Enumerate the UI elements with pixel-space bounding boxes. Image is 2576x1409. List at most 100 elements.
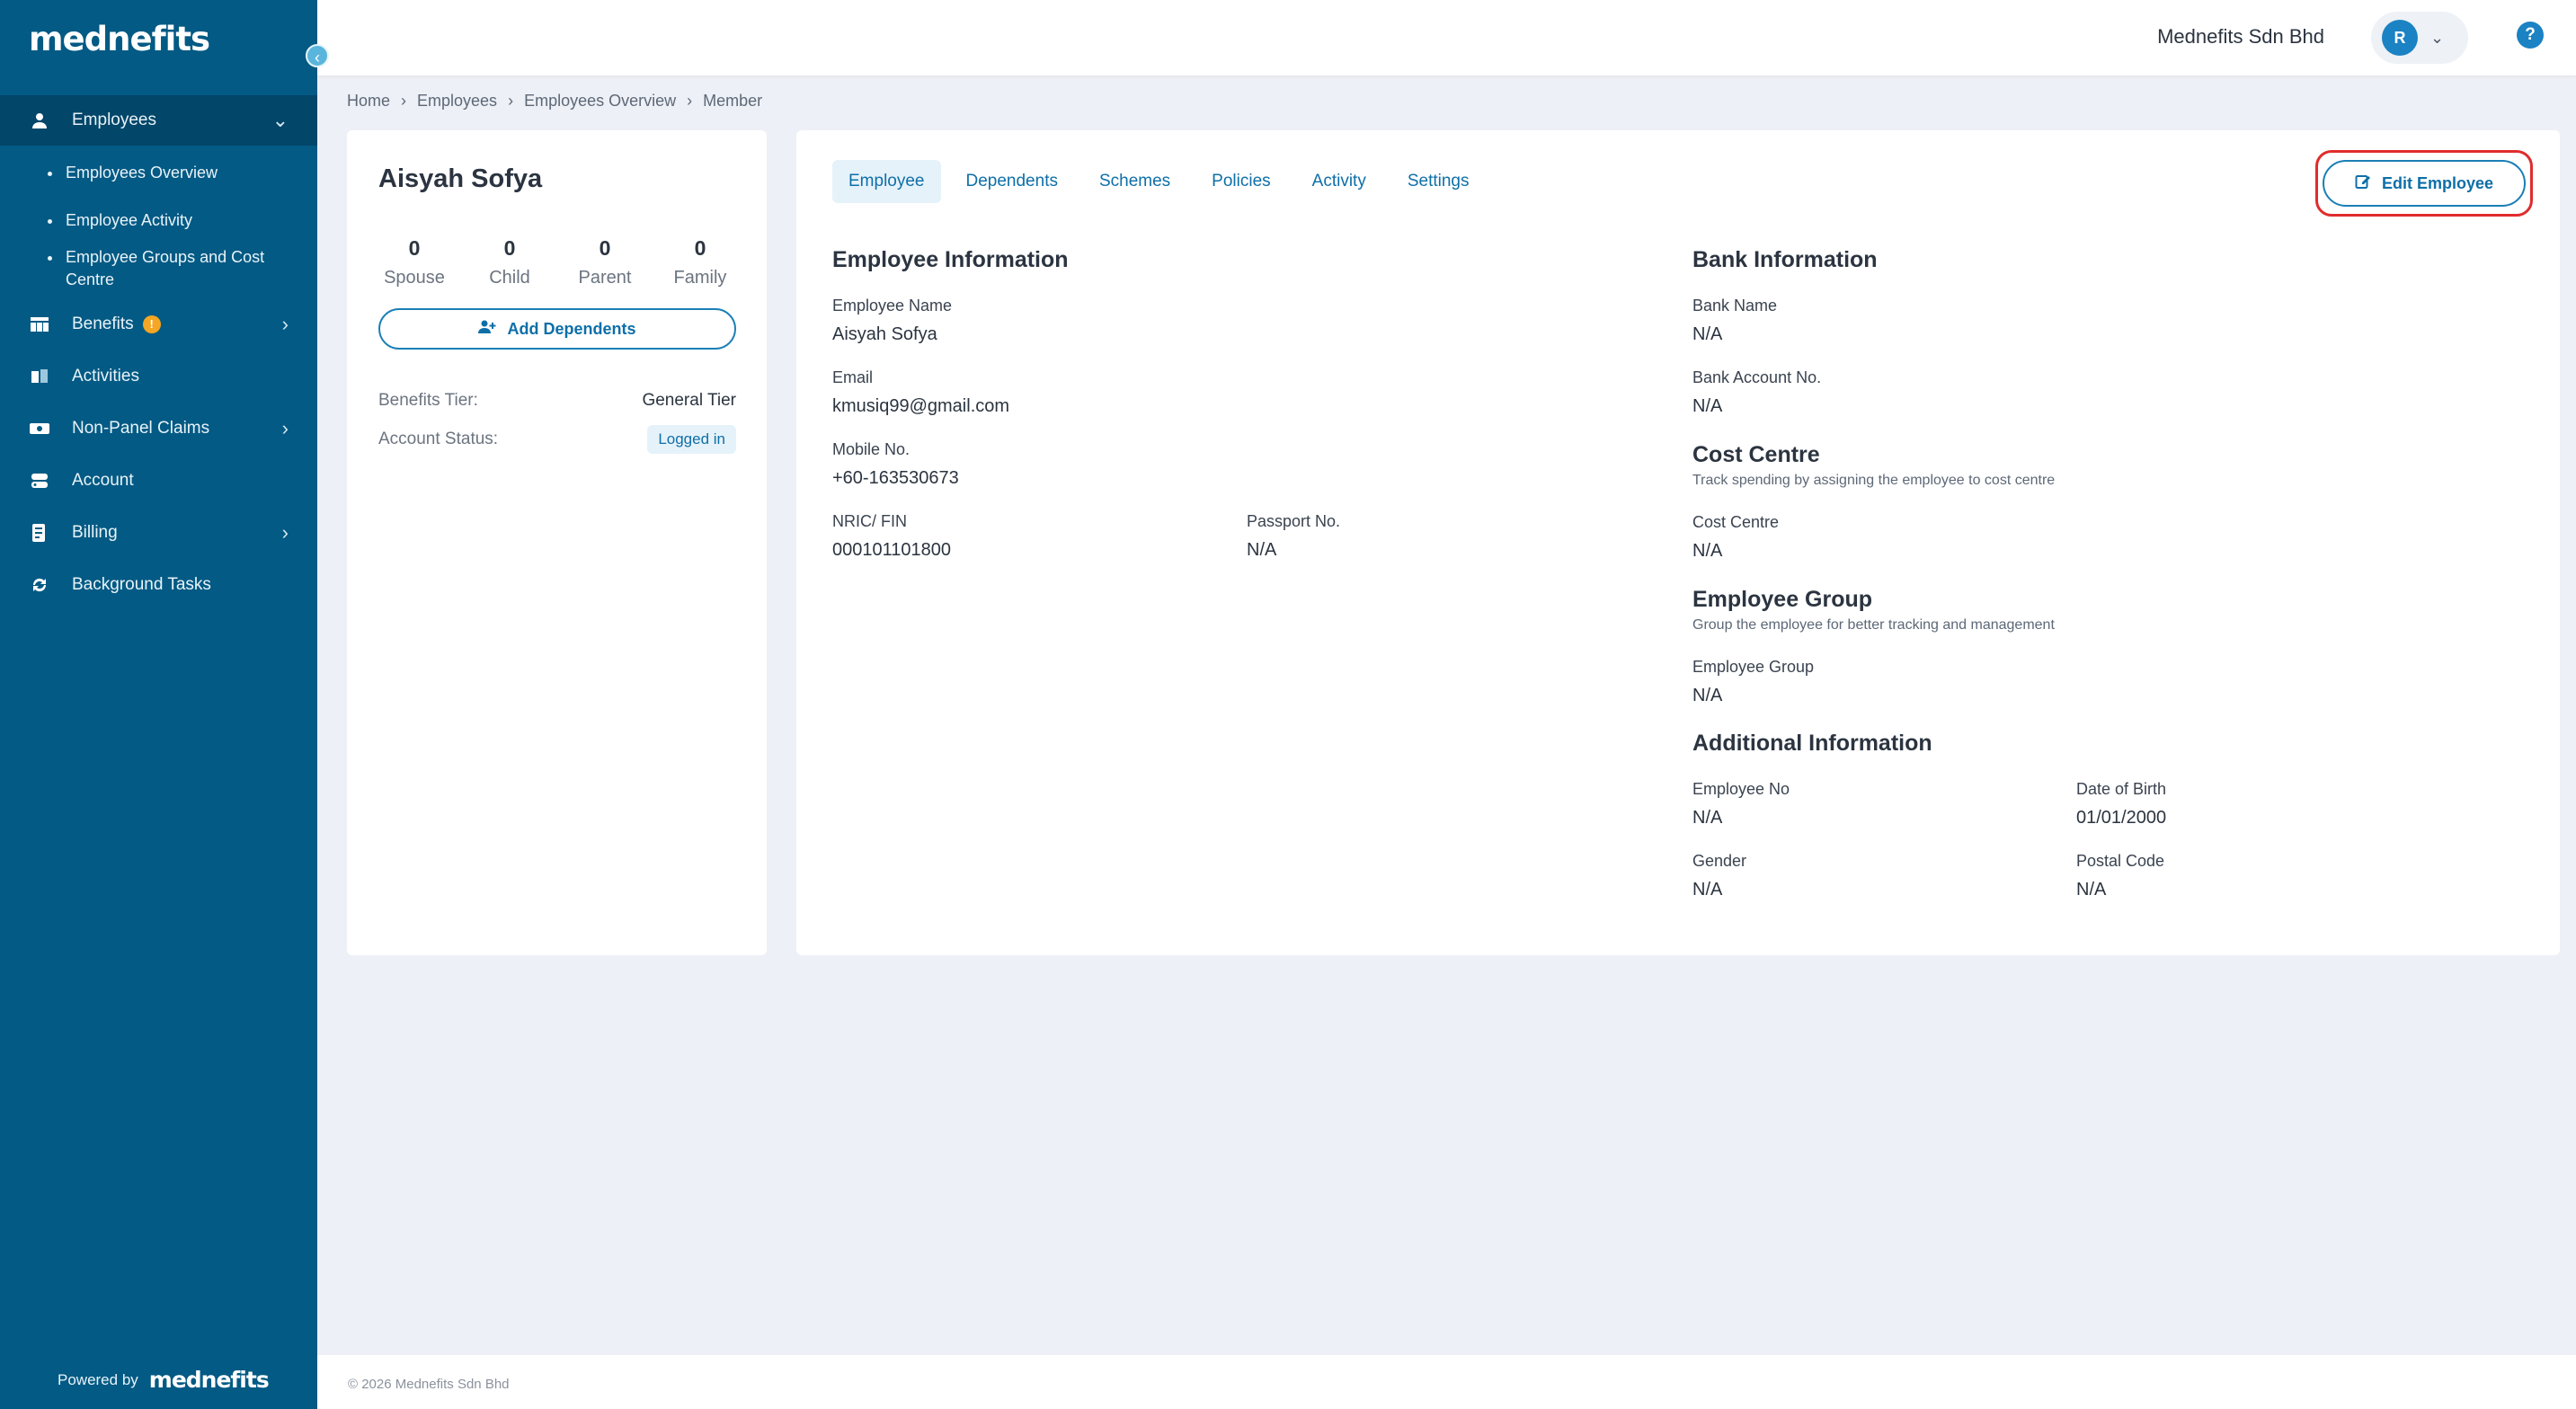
cash-icon <box>29 420 50 438</box>
powered-by-logo: mednefits <box>148 1367 270 1393</box>
mednefits-logo[interactable]: mednefits <box>29 20 210 58</box>
field-value: 01/01/2000 <box>2076 808 2167 828</box>
sidebar-item-background-tasks[interactable]: Background Tasks <box>0 559 317 611</box>
field-value: N/A <box>1692 686 1723 705</box>
field-label: NRIC/ FIN <box>832 512 907 530</box>
count-value: 0 <box>503 236 516 260</box>
field-value: +60-163530673 <box>832 468 959 488</box>
add-dependents-button[interactable]: Add Dependents <box>378 308 736 350</box>
sidebar-item-benefits[interactable]: Benefits ! › <box>0 298 317 350</box>
collapse-sidebar-icon[interactable]: ‹ <box>306 44 329 67</box>
sidebar-subitem-employee-activity[interactable]: Employee Activity <box>0 209 317 232</box>
sidebar-subitem-employees-overview[interactable]: Employees Overview <box>0 162 317 184</box>
breadcrumb-employees[interactable]: Employees <box>417 92 498 110</box>
page-footer: © 2026 Mednefits Sdn Bhd <box>317 1355 2576 1409</box>
field-value: N/A <box>1692 541 1723 561</box>
book-icon <box>29 368 50 385</box>
employee-name-heading: Aisyah Sofya <box>378 164 543 193</box>
field-label: Cost Centre <box>1692 513 1780 531</box>
bank-name-field: Bank Name N/A <box>1692 297 1777 345</box>
sidebar-item-billing[interactable]: Billing › <box>0 507 317 559</box>
avatar: R <box>2382 20 2418 56</box>
date-of-birth-field: Date of Birth 01/01/2000 <box>2076 780 2166 829</box>
tab-settings[interactable]: Settings <box>1407 172 1470 191</box>
sidebar-item-employees[interactable]: Employees ⌄ <box>0 95 317 146</box>
refresh-icon <box>29 576 50 594</box>
field-value: N/A <box>1692 324 1723 344</box>
sidebar-item-account[interactable]: Account <box>0 455 317 507</box>
powered-by: Powered by mednefits <box>58 1367 270 1393</box>
tab-schemes[interactable]: Schemes <box>1098 172 1171 191</box>
status-badge: Logged in <box>647 425 736 454</box>
gender-field: Gender N/A <box>1692 852 1746 900</box>
field-label: Gender <box>1692 852 1747 870</box>
count-label: Spouse <box>384 268 445 288</box>
spouse-count: 0 Spouse <box>378 236 450 288</box>
edit-employee-label: Edit Employee <box>2381 173 2494 192</box>
field-value: kmusiq99@gmail.com <box>832 396 1010 416</box>
tab-employee[interactable]: Employee <box>832 160 941 203</box>
parent-count: 0 Parent <box>569 236 641 288</box>
field-label: Employee No <box>1692 780 1790 798</box>
tab-activity[interactable]: Activity <box>1311 172 1366 191</box>
table-icon <box>29 315 50 333</box>
benefits-tier-label: Benefits Tier: <box>378 391 478 410</box>
cost-centre-title: Cost Centre <box>1692 442 1820 467</box>
help-icon[interactable]: ? <box>2517 22 2544 49</box>
edit-employee-button[interactable]: Edit Employee <box>2323 160 2526 207</box>
cost-centre-field: Cost Centre N/A <box>1692 513 1779 562</box>
postal-code-field: Postal Code N/A <box>2076 852 2164 900</box>
sidebar-subitem-employee-groups[interactable]: Employee Groups and Cost Centre <box>0 246 270 291</box>
sidebar: mednefits ‹ Employees ⌄ Employees Overvi… <box>0 0 329 1409</box>
field-value: N/A <box>1247 540 1277 560</box>
bank-information-title: Bank Information <box>1692 247 1878 272</box>
employee-group-field: Employee Group N/A <box>1692 658 1814 706</box>
count-label: Parent <box>578 268 632 288</box>
breadcrumb-employees-overview[interactable]: Employees Overview <box>524 92 677 110</box>
edit-icon <box>2355 173 2371 194</box>
powered-by-label: Powered by <box>58 1370 138 1388</box>
nric-field: NRIC/ FIN 000101101800 <box>832 512 951 561</box>
chevron-right-icon: › <box>281 313 289 335</box>
warning-badge: ! <box>142 315 161 333</box>
benefits-tier-value: General Tier <box>642 391 736 410</box>
employee-no-field: Employee No N/A <box>1692 780 1790 829</box>
email-field: Email kmusiq99@gmail.com <box>832 368 1009 417</box>
field-label: Bank Account No. <box>1692 368 1822 386</box>
family-count: 0 Family <box>664 236 736 288</box>
field-value: N/A <box>1692 396 1723 416</box>
company-name: Mednefits Sdn Bhd <box>2157 25 2324 48</box>
profile-card: Aisyah Sofya 0 Spouse 0 Child 0 Parent 0… <box>347 130 767 955</box>
field-value: N/A <box>2076 880 2107 899</box>
top-header: Mednefits Sdn Bhd R ⌄ ? <box>317 0 2576 75</box>
breadcrumb-separator-icon: › <box>401 92 407 110</box>
field-value: 000101101800 <box>832 540 951 560</box>
detail-tabs: Employee Dependents Schemes Policies Act… <box>832 160 1486 203</box>
field-label: Postal Code <box>2076 852 2165 870</box>
field-label: Bank Name <box>1692 297 1778 315</box>
count-value: 0 <box>694 236 706 260</box>
count-label: Family <box>673 268 727 288</box>
breadcrumb-separator-icon: › <box>508 92 514 110</box>
employee-group-subtitle: Group the employee for better tracking a… <box>1692 617 2055 633</box>
employee-group-title: Employee Group <box>1692 587 1873 612</box>
tab-dependents[interactable]: Dependents <box>965 172 1058 191</box>
sidebar-item-label: Non-Panel Claims <box>72 419 210 438</box>
sidebar-item-label: Activities <box>72 367 139 385</box>
add-user-icon <box>478 320 496 339</box>
sidebar-item-non-panel-claims[interactable]: Non-Panel Claims › <box>0 403 317 455</box>
dependent-counts: 0 Spouse 0 Child 0 Parent 0 Family <box>378 236 736 288</box>
tab-policies[interactable]: Policies <box>1212 172 1271 191</box>
breadcrumb-home[interactable]: Home <box>347 92 391 110</box>
sidebar-item-label: Account <box>72 471 134 490</box>
user-menu-button[interactable]: R ⌄ <box>2371 12 2468 64</box>
count-value: 0 <box>408 236 421 260</box>
sidebar-item-activities[interactable]: Activities <box>0 350 317 403</box>
breadcrumb: Home › Employees › Employees Overview › … <box>347 92 762 111</box>
breadcrumb-separator-icon: › <box>687 92 693 110</box>
field-label: Email <box>832 368 874 386</box>
field-label: Employee Name <box>832 297 953 315</box>
chevron-down-icon: ⌄ <box>271 109 289 131</box>
chevron-down-icon: ⌄ <box>2430 28 2445 47</box>
sidebar-item-label: Background Tasks <box>72 575 211 594</box>
